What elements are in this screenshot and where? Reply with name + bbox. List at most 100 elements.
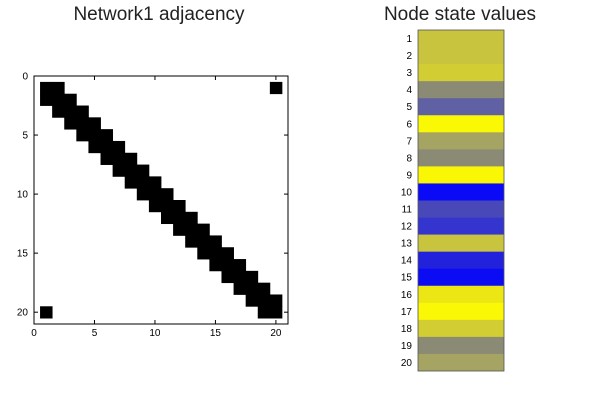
adjacency-cell bbox=[100, 129, 114, 142]
adjacency-cell bbox=[64, 105, 77, 118]
node-state-row-label: 20 bbox=[401, 358, 413, 369]
adjacency-cell bbox=[209, 259, 222, 272]
node-state-cell bbox=[418, 353, 504, 372]
x-tick-label: 0 bbox=[31, 328, 37, 339]
node-state-row-label: 1 bbox=[406, 34, 412, 45]
node-state-frame bbox=[417, 29, 505, 372]
adjacency-cell bbox=[257, 306, 271, 319]
node-state-cell bbox=[418, 98, 504, 116]
node-state-row-label: 16 bbox=[401, 290, 413, 301]
adjacency-cell bbox=[76, 105, 89, 118]
adjacency-cell bbox=[148, 188, 162, 201]
adjacency-cell bbox=[52, 105, 65, 118]
adjacency-cell bbox=[233, 270, 247, 284]
adjacency-cell bbox=[197, 223, 210, 236]
adjacency-cell bbox=[52, 81, 65, 95]
adjacency-cell bbox=[209, 247, 222, 260]
node-state-cell bbox=[418, 115, 504, 133]
adjacency-cell bbox=[112, 140, 126, 154]
node-state-row-label: 3 bbox=[406, 68, 412, 79]
adjacency-cell bbox=[245, 282, 259, 295]
node-state-row-label: 5 bbox=[406, 102, 412, 113]
adjacency-cell bbox=[185, 235, 198, 248]
node-state-cell bbox=[418, 285, 504, 304]
adjacency-cell bbox=[64, 93, 77, 106]
node-state-row-label: 4 bbox=[406, 85, 412, 96]
node-state-cell bbox=[418, 200, 504, 218]
node-state-cell bbox=[418, 166, 504, 184]
adjacency-cell bbox=[257, 294, 271, 307]
adjacency-cell bbox=[221, 270, 234, 284]
node-state-cell bbox=[418, 30, 504, 48]
node-state-cells bbox=[418, 30, 504, 372]
adjacency-cell bbox=[136, 188, 150, 201]
y-tick-label: 10 bbox=[17, 190, 29, 201]
x-tick-label: 5 bbox=[92, 328, 98, 339]
adjacency-cell bbox=[269, 306, 283, 319]
adjacency-title: Network1 adjacency bbox=[73, 4, 245, 25]
adjacency-cell bbox=[173, 211, 186, 225]
node-state-cell bbox=[418, 251, 504, 269]
adjacency-cell bbox=[233, 259, 247, 272]
adjacency-cell bbox=[88, 140, 101, 154]
y-tick-label: 20 bbox=[17, 308, 29, 319]
adjacency-cell bbox=[76, 129, 89, 142]
x-tick-label: 10 bbox=[149, 328, 161, 339]
adjacency-cell bbox=[112, 152, 126, 165]
node-state-cell bbox=[418, 336, 504, 355]
node-state-cell bbox=[418, 149, 504, 167]
adjacency-cell bbox=[40, 93, 53, 106]
node-state-title: Node state values bbox=[384, 4, 536, 25]
y-tick-label: 5 bbox=[22, 131, 28, 142]
adjacency-cell bbox=[161, 200, 174, 213]
node-state-cell bbox=[418, 81, 504, 99]
node-state-cell bbox=[418, 319, 504, 338]
x-tick-label: 15 bbox=[210, 328, 222, 339]
adjacency-cell bbox=[136, 176, 150, 189]
adjacency-cell bbox=[76, 117, 89, 130]
adjacency-cell bbox=[173, 200, 186, 213]
adjacency-cell bbox=[124, 152, 138, 165]
adjacency-cell bbox=[221, 247, 234, 260]
adjacency-cell bbox=[197, 247, 210, 260]
adjacency-cell bbox=[112, 164, 126, 177]
node-state-row-label: 2 bbox=[406, 51, 412, 62]
adjacency-y-axis: 0 5 10 15 20 bbox=[17, 72, 288, 319]
adjacency-cell bbox=[124, 176, 138, 189]
adjacency-cell bbox=[148, 176, 162, 189]
adjacency-cell bbox=[173, 223, 186, 236]
node-state-chart: Node state values 1234567891011121314151… bbox=[384, 4, 536, 372]
node-state-row-label: 7 bbox=[406, 136, 412, 147]
node-state-row-label: 15 bbox=[401, 273, 413, 284]
adjacency-cell bbox=[88, 117, 101, 130]
x-tick-label: 20 bbox=[270, 328, 282, 339]
adjacency-cell bbox=[185, 223, 198, 236]
adjacency-x-axis: 0 5 10 15 20 bbox=[31, 76, 282, 339]
adjacency-cell bbox=[233, 282, 247, 295]
adjacency-cell bbox=[40, 306, 53, 319]
adjacency-cell bbox=[100, 140, 114, 154]
node-state-row-label: 14 bbox=[401, 256, 413, 267]
node-state-cell bbox=[418, 183, 504, 201]
adjacency-cell bbox=[257, 282, 271, 295]
node-state-row-label: 11 bbox=[402, 205, 413, 216]
node-state-cell bbox=[418, 217, 504, 235]
node-state-row-label: 19 bbox=[401, 341, 413, 352]
y-tick-label: 0 bbox=[22, 72, 28, 83]
node-state-cell bbox=[418, 268, 504, 287]
adjacency-cell bbox=[269, 294, 283, 307]
adjacency-cell bbox=[100, 152, 114, 165]
adjacency-cell bbox=[245, 270, 259, 284]
node-state-row-label: 8 bbox=[406, 153, 412, 164]
node-state-cell bbox=[418, 132, 504, 150]
node-state-row-label: 13 bbox=[401, 239, 413, 250]
adjacency-cell bbox=[124, 164, 138, 177]
node-state-row-label: 10 bbox=[401, 187, 413, 198]
adjacency-chart: Network1 adjacency 0 5 10 15 20 0 5 10 15 20 bbox=[17, 4, 289, 339]
node-state-cell bbox=[418, 302, 504, 321]
adjacency-cell bbox=[52, 93, 65, 106]
adjacency-cell bbox=[40, 81, 53, 95]
adjacency-cell bbox=[148, 200, 162, 213]
adjacency-cell bbox=[245, 294, 259, 307]
